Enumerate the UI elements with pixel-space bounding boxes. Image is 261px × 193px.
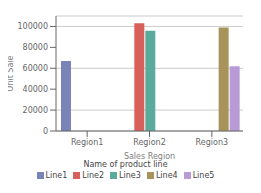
- html-text:Line3: Line3: [119, 171, 141, 180]
- svg-text:40000: 40000: [23, 85, 48, 94]
- svg-text:Unit Sale: Unit Sale: [8, 55, 15, 91]
- svg-text:60000: 60000: [23, 64, 48, 73]
- svg-text:100000: 100000: [17, 22, 48, 31]
- svg-text:Sales Region: Sales Region: [124, 152, 175, 161]
- svg-text:0: 0: [43, 127, 48, 136]
- svg-text:Region2: Region2: [133, 138, 165, 147]
- html-text:Line5: Line5: [192, 171, 215, 180]
- svg-text:Region1: Region1: [71, 138, 103, 147]
- svg-text:80000: 80000: [23, 43, 48, 52]
- html-text:Line2: Line2: [82, 171, 105, 180]
- html-text:Name of product line: Name of product line: [83, 160, 168, 169]
- html-text:Line4: Line4: [155, 171, 178, 180]
- svg-text:20000: 20000: [23, 106, 48, 115]
- html-text:Line1: Line1: [45, 171, 68, 180]
- svg-text:Region3: Region3: [196, 138, 228, 147]
